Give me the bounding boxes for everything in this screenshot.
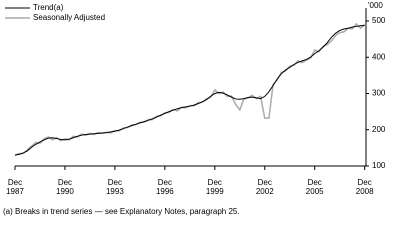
y-tick-label: 200: [372, 125, 386, 134]
x-tick-label: Dec 1993: [105, 178, 124, 196]
x-tick-label: Dec 2002: [255, 178, 274, 196]
series-line: [14, 24, 365, 156]
x-tick-label: Dec 1999: [205, 178, 224, 196]
y-tick-label: 500: [372, 16, 386, 25]
y-tick-label: 300: [372, 89, 386, 98]
x-tick-label: Dec 2005: [305, 178, 324, 196]
chart: '000 100 200 300 400 500 Trend(a) Seasonally A…: [3, 1, 386, 216]
x-tick-label: Dec 1987: [6, 178, 24, 196]
y-tick-label: 400: [372, 52, 386, 61]
x-tick-label: Dec 2008: [355, 178, 374, 196]
y-unit-label: '000: [368, 1, 383, 10]
legend-label: Trend(a): [33, 3, 64, 12]
legend-label: Seasonally Adjusted: [33, 13, 105, 22]
x-tick-label: Dec 1990: [56, 178, 74, 196]
footnote: (a) Breaks in trend series — see Explana…: [3, 207, 240, 216]
plot: '000 100 200 300 400 500 Trend(a)Seasonally A…: [5, 1, 386, 170]
x-tick-label: Dec 1996: [155, 178, 174, 196]
y-tick-label: 100: [372, 161, 386, 170]
series-line: [14, 22, 366, 156]
